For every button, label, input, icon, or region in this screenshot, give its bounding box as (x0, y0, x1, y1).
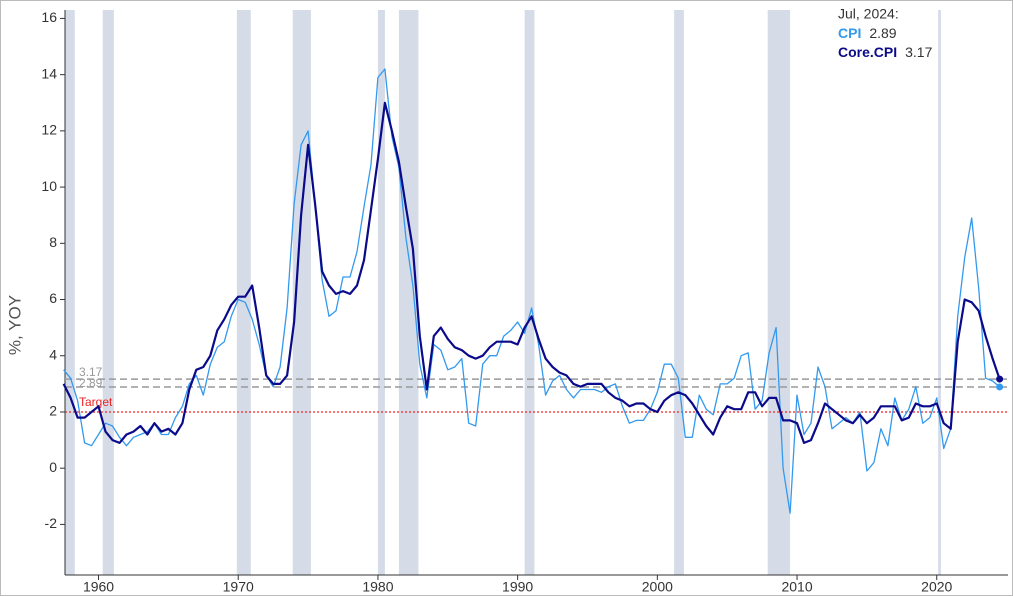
annotation-date: Jul, 2024: (838, 6, 899, 22)
y-tick-label: 10 (41, 178, 57, 194)
x-tick-label: 1970 (223, 579, 254, 595)
target-label: Target (79, 395, 113, 409)
plot-area: -2 0 2 4 6 8 10 12 14 16 1960 1970 1980 1990 2000 2010 2… (41, 9, 1008, 595)
annotation-series: CPI (838, 25, 861, 41)
x-tick-label: 2000 (642, 579, 673, 595)
x-tick-label: 1960 (83, 579, 114, 595)
recession-band (524, 10, 535, 575)
x-tick-label: 1980 (362, 579, 393, 595)
end-point (996, 375, 1004, 383)
annotation-line: Core.CPI 3.17 (838, 44, 933, 60)
y-tick-label: 4 (49, 346, 57, 362)
y-tick-label: 6 (49, 290, 57, 306)
y-tick-label: 8 (49, 234, 57, 250)
annotation-value: 3.17 (905, 44, 932, 60)
recession-band (398, 10, 419, 575)
recession-band (767, 10, 791, 575)
y-tick-label: 16 (41, 9, 57, 25)
x-tick-label: 2020 (921, 579, 952, 595)
annotation-line: CPI 2.89 (838, 25, 897, 41)
annotation-series: Core.CPI (838, 44, 897, 60)
series-line (62, 101, 1001, 444)
x-tick-label: 1990 (502, 579, 533, 595)
recession-band (292, 10, 311, 575)
recession-band (377, 10, 385, 575)
y-tick-label: -2 (45, 515, 58, 531)
y-tick-label: 12 (41, 122, 57, 138)
recession-band (102, 10, 114, 575)
reference-label: 3.17 (79, 365, 103, 379)
recession-band (938, 10, 941, 575)
reference-label: 2.89 (79, 376, 103, 390)
y-axis-label: %, YOY (5, 295, 24, 355)
x-tick-label: 2010 (781, 579, 812, 595)
y-tick-label: 0 (49, 459, 57, 475)
recession-band (236, 10, 251, 575)
y-tick-label: 14 (41, 65, 57, 81)
recession-band (674, 10, 684, 575)
recession-band (65, 10, 75, 575)
y-tick-label: 2 (49, 403, 57, 419)
annotation-value: 2.89 (869, 25, 896, 41)
end-point (996, 383, 1004, 391)
